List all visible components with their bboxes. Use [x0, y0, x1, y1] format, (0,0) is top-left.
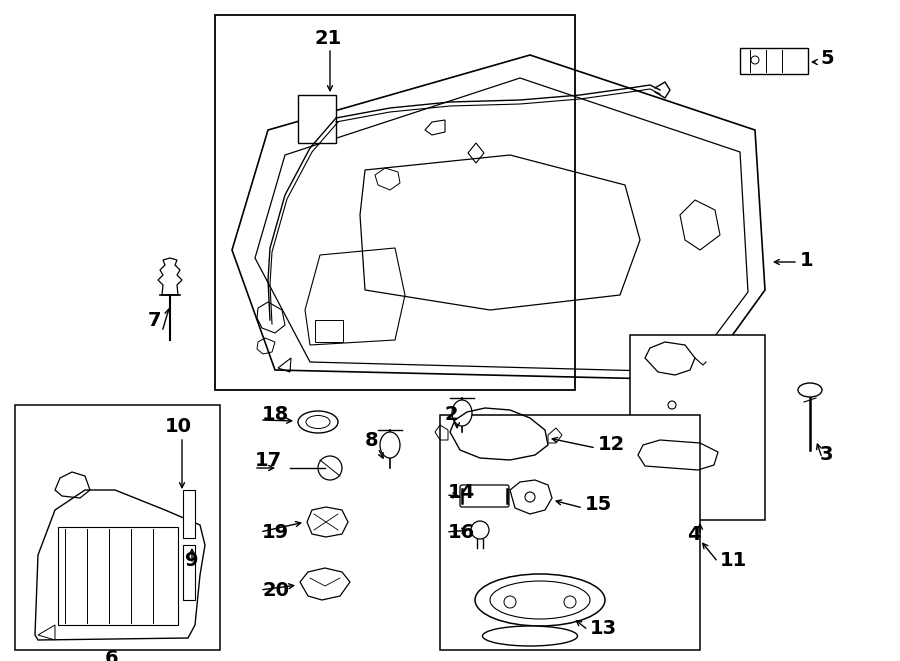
Bar	[298, 95, 336, 143]
Ellipse shape	[482, 626, 578, 646]
Text: 20: 20	[262, 580, 289, 600]
Text: 12: 12	[598, 436, 626, 455]
Text: 15: 15	[585, 496, 612, 514]
Bar	[215, 15, 575, 390]
Ellipse shape	[452, 400, 472, 426]
Bar	[440, 415, 700, 650]
Text: 7: 7	[148, 311, 161, 329]
Bar	[315, 320, 343, 342]
Ellipse shape	[298, 411, 338, 433]
Bar	[740, 48, 808, 74]
Ellipse shape	[490, 581, 590, 619]
Text: 19: 19	[262, 522, 289, 541]
Ellipse shape	[306, 416, 330, 428]
Text: 18: 18	[262, 405, 289, 424]
Text: 21: 21	[315, 28, 342, 48]
Text: 10: 10	[165, 418, 192, 436]
Ellipse shape	[380, 432, 400, 458]
Text: 17: 17	[255, 451, 282, 469]
Text: 13: 13	[590, 619, 617, 637]
Ellipse shape	[798, 383, 822, 397]
Bar	[183, 545, 195, 600]
Text: 6: 6	[105, 648, 119, 661]
Bar	[58, 527, 178, 625]
Text: 5: 5	[820, 48, 833, 67]
Text: 9: 9	[185, 551, 199, 570]
Ellipse shape	[475, 574, 605, 626]
Text: 8: 8	[365, 430, 379, 449]
Text: 3: 3	[820, 446, 833, 465]
Text: 4: 4	[687, 525, 700, 545]
FancyBboxPatch shape	[460, 485, 509, 507]
Text: 14: 14	[448, 483, 475, 502]
Bar	[630, 335, 765, 520]
Bar	[183, 490, 195, 538]
Text: 16: 16	[448, 522, 475, 541]
Text: 1: 1	[800, 251, 814, 270]
Text: 11: 11	[720, 551, 747, 570]
Bar	[15, 405, 220, 650]
Text: 2: 2	[445, 405, 459, 424]
